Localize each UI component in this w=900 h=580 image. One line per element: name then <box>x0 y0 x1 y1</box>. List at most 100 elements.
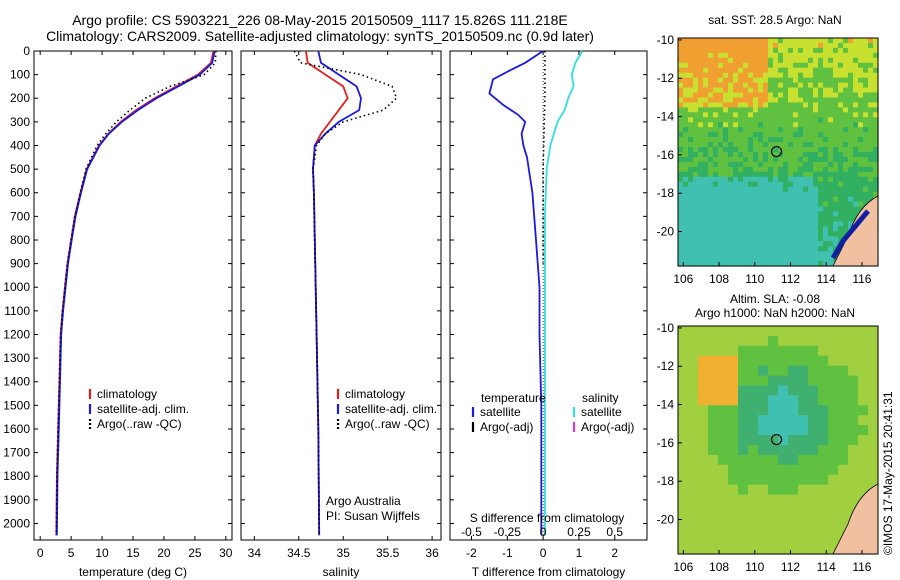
heatmap-cell <box>718 524 729 535</box>
heatmap-cell <box>768 504 779 515</box>
heatmap-cell <box>758 504 769 515</box>
heatmap-cell <box>758 435 769 446</box>
heatmap-cell <box>803 157 809 163</box>
heatmap-cell <box>738 112 744 118</box>
heatmap-cell <box>823 166 829 173</box>
heatmap-cell <box>703 132 709 138</box>
heatmap-cell <box>688 445 699 456</box>
heatmap-cell <box>868 464 879 476</box>
heatmap-cell <box>783 211 789 218</box>
annotation-text: Argo Australia <box>326 494 401 508</box>
heatmap-cell <box>688 191 694 198</box>
heatmap-cell <box>743 147 749 153</box>
heatmap-cell <box>813 47 819 54</box>
heatmap-cell <box>798 395 809 406</box>
heatmap-cell <box>868 147 874 153</box>
heatmap-cell <box>803 62 809 69</box>
heatmap-cell <box>743 72 749 79</box>
heatmap-cell <box>758 514 769 525</box>
heatmap-cell <box>768 102 774 108</box>
heatmap-cell <box>873 47 879 54</box>
heatmap-cell <box>678 246 684 252</box>
heatmap-cell <box>783 43 789 49</box>
heatmap-cell <box>778 226 784 232</box>
heatmap-cell <box>858 57 864 64</box>
heatmap-cell <box>798 405 809 416</box>
heatmap-cell <box>793 57 799 64</box>
heatmap-cell <box>808 395 819 406</box>
heatmap-cell <box>698 375 709 387</box>
heatmap-cell <box>678 226 684 232</box>
heatmap-cell <box>778 395 789 406</box>
annotation-text: PI: Susan Wijffels <box>326 509 420 523</box>
heatmap-cell <box>823 157 829 163</box>
heatmap-cell <box>678 494 689 505</box>
heatmap-cell <box>678 97 684 104</box>
heatmap-cell <box>798 335 809 347</box>
heatmap-cell <box>748 67 754 74</box>
heatmap-cell <box>788 375 799 387</box>
heatmap-cell <box>788 201 794 208</box>
heatmap-cell <box>693 176 699 183</box>
heatmap-cell <box>678 137 684 143</box>
heatmap-cell <box>828 72 834 79</box>
heatmap-cell <box>738 47 744 54</box>
heatmap-cell <box>808 524 819 535</box>
heatmap-cell <box>778 345 789 357</box>
heatmap-cell <box>818 181 824 188</box>
heatmap-cell <box>693 226 699 232</box>
heatmap-cell <box>798 117 804 123</box>
heatmap-cell <box>848 405 859 416</box>
heatmap-cell <box>728 92 734 99</box>
heatmap-cell <box>723 206 729 213</box>
heatmap-cell <box>703 171 709 178</box>
heatmap-cell <box>728 38 734 44</box>
heatmap-cell <box>838 77 844 84</box>
legend-entry: satellite-adj. clim. <box>345 402 437 416</box>
heatmap-cell <box>838 142 844 148</box>
heatmap-cell <box>753 206 759 213</box>
heatmap-cell <box>708 231 714 237</box>
heatmap-cell <box>808 226 814 232</box>
heatmap-cell <box>743 241 749 247</box>
heatmap-cell <box>813 186 819 193</box>
heatmap-cell <box>773 97 779 104</box>
heatmap-cell <box>798 52 804 59</box>
heatmap-cell <box>823 97 829 104</box>
heatmap-cell <box>828 474 839 486</box>
heatmap-cell <box>828 221 834 227</box>
heatmap-cell <box>683 216 689 222</box>
heatmap-cell <box>713 122 719 128</box>
heatmap-cell <box>818 524 829 535</box>
heatmap-cell <box>683 157 689 163</box>
heatmap-cell <box>833 52 839 59</box>
heatmap-cell <box>763 216 769 222</box>
heatmap-cell <box>833 92 839 99</box>
heatmap-cell <box>773 43 779 49</box>
heatmap-cell <box>708 405 719 416</box>
heatmap-cell <box>798 137 804 143</box>
heatmap-cell <box>778 77 784 84</box>
heatmap-cell <box>873 191 879 198</box>
heatmap-cell <box>753 152 759 158</box>
heatmap-cell <box>683 87 689 94</box>
heatmap-cell <box>853 107 859 113</box>
heatmap-cell <box>838 484 849 496</box>
plot-frame <box>240 50 442 541</box>
heatmap-cell <box>803 152 809 158</box>
heatmap-cell <box>823 92 829 99</box>
heatmap-cell <box>693 47 699 54</box>
heatmap-cell <box>818 157 824 163</box>
heatmap-cell <box>693 231 699 237</box>
heatmap-cell <box>693 216 699 222</box>
heatmap-cell <box>828 365 839 377</box>
heatmap-cell <box>808 326 819 337</box>
heatmap-cell <box>818 454 829 466</box>
heatmap-cell <box>848 132 854 138</box>
heatmap-cell <box>843 137 849 143</box>
heatmap-cell <box>828 405 839 416</box>
heatmap-cell <box>828 57 834 64</box>
heatmap-cell <box>728 335 739 347</box>
heatmap-cell <box>798 72 804 79</box>
heatmap-cell <box>868 62 874 69</box>
